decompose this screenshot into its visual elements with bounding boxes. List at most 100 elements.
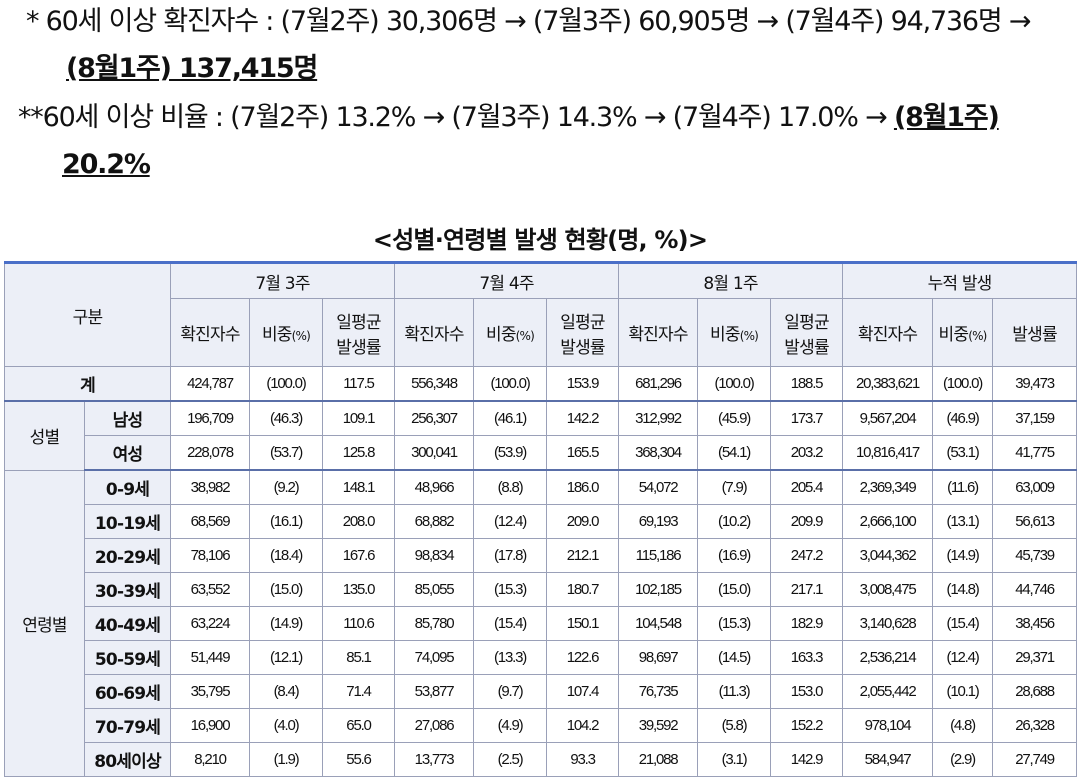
table-cell: 2,666,100 xyxy=(842,504,934,539)
table-cell: 63,552 xyxy=(170,572,250,607)
table-cell: 217.1 xyxy=(770,572,844,607)
table-cell: 153.0 xyxy=(770,674,844,709)
row-label: 80세이상 xyxy=(84,742,171,777)
row-label: 50-59세 xyxy=(84,640,171,675)
table-cell: (9.2) xyxy=(249,469,323,505)
table-cell: (53.7) xyxy=(249,435,323,471)
row-label: 60-69세 xyxy=(84,674,171,709)
table-cell: (14.5) xyxy=(697,640,772,675)
table-cell: 54,072 xyxy=(618,469,699,505)
table-cell: 63,009 xyxy=(992,469,1078,505)
table-cell: 38,456 xyxy=(992,606,1078,641)
table-cell: 68,569 xyxy=(170,504,250,539)
table-cell: 74,095 xyxy=(394,640,475,675)
row-label: 20-29세 xyxy=(84,538,171,573)
table-cell: 368,304 xyxy=(618,435,699,471)
table-cell: 115,186 xyxy=(618,538,699,573)
table-cell: 424,787 xyxy=(170,366,250,402)
table-cell: 312,992 xyxy=(618,400,699,436)
header-share: 비중(%) xyxy=(697,298,772,367)
table-cell: 180.7 xyxy=(546,572,620,607)
table-cell: 3,008,475 xyxy=(842,572,934,607)
table-cell: (8.4) xyxy=(249,674,323,709)
row-label: 70-79세 xyxy=(84,708,171,743)
table-cell: (15.0) xyxy=(249,572,323,607)
header-period-2: 7월 4주 xyxy=(394,261,620,299)
table-cell: 39,473 xyxy=(992,366,1078,402)
table-row: 10-19세 68,569 (16.1) 208.0 68,882 (12.4) 209.0… xyxy=(5,504,1078,539)
table-row: 60-69세 35,795 (8.4) 71.4 53,877 (9.7) 107.4 76,… xyxy=(5,674,1078,709)
note-1-emphasis: (8월1주) 137,415명 xyxy=(66,53,318,84)
table-cell: (9.7) xyxy=(473,674,548,709)
table-cell: 3,044,362 xyxy=(842,538,934,573)
table-cell: 163.3 xyxy=(770,640,844,675)
table-cell: 247.2 xyxy=(770,538,844,573)
table-cell: (2.5) xyxy=(473,742,548,777)
table-cell: (4.9) xyxy=(473,708,548,743)
note-2-emphasis-value: 20.2% xyxy=(62,149,151,180)
note-2-text: **60세 이상 비율 : (7월2주) 13.2% → (7월3주) 14.3… xyxy=(18,102,888,133)
note-line-1: * 60세 이상 확진자수 : (7월2주) 30,306명 → (7월3주) … xyxy=(26,5,1032,39)
table-cell: 153.9 xyxy=(546,366,620,402)
table-cell: 13,773 xyxy=(394,742,475,777)
table-cell: 167.6 xyxy=(321,538,396,573)
header-cases: 확진자수 xyxy=(170,298,250,367)
table-cell: (3.1) xyxy=(697,742,772,777)
header-cumulative: 누적 발생 xyxy=(842,261,1078,299)
table-cell: 93.3 xyxy=(546,742,620,777)
table-title: <성별·연령별 발생 현황(명, %)> xyxy=(372,226,708,254)
table-row: 성별 남성 196,709 (46.3) 109.1 256,307 (46.1) 142.2… xyxy=(4,400,1078,471)
table-cell: 71.4 xyxy=(321,674,396,709)
table-cell: 142.2 xyxy=(546,400,620,436)
table-cell: 39,592 xyxy=(618,708,699,743)
header-daily-rate: 일평균 발생률 xyxy=(546,298,620,367)
table-cell: 27,749 xyxy=(992,742,1078,777)
table-cell: (46.1) xyxy=(473,400,548,436)
table-cell: 135.0 xyxy=(321,572,396,607)
table-cell: (14.9) xyxy=(249,606,323,641)
table-cell: 41,775 xyxy=(992,435,1078,471)
table-cell: 55.6 xyxy=(321,742,396,777)
table-cell: (13.3) xyxy=(473,640,548,675)
header-share: 비중(%) xyxy=(932,298,994,367)
table-cell: (10.1) xyxy=(932,674,994,709)
table-cell: (100.0) xyxy=(697,366,772,402)
table-cell: 27,086 xyxy=(394,708,475,743)
table-cell: (5.8) xyxy=(697,708,772,743)
table-cell: (18.4) xyxy=(249,538,323,573)
table-cell: 186.0 xyxy=(546,469,620,505)
table-cell: 208.0 xyxy=(321,504,396,539)
table-cell: 48,966 xyxy=(394,469,475,505)
table-cell: (15.0) xyxy=(697,572,772,607)
table-cell: 173.7 xyxy=(770,400,844,436)
table-cell: 26,328 xyxy=(992,708,1078,743)
table-cell: 10,816,417 xyxy=(842,435,934,471)
table-cell: 56,613 xyxy=(992,504,1078,539)
table-row: 70-79세 16,900 (4.0) 65.0 27,086 (4.9) 104.2 39,… xyxy=(5,708,1078,743)
table-cell: 203.2 xyxy=(770,435,844,471)
row-label: 0-9세 xyxy=(84,469,171,505)
table-cell: (54.1) xyxy=(697,435,772,471)
row-label: 계 xyxy=(4,366,171,402)
table-cell: 117.5 xyxy=(321,366,396,402)
table-cell: 69,193 xyxy=(618,504,699,539)
table-cell: 20,383,621 xyxy=(842,366,934,402)
header-share: 비중(%) xyxy=(249,298,323,367)
cases-by-sex-age-table: 구분 7월 3주 7월 4주 8월 1주 누적 발생 확진자수 비중(%) 일평… xyxy=(4,261,1078,777)
note-line-1-continued: (8월1주) 137,415명 xyxy=(66,52,318,86)
note-line-2: **60세 이상 비율 : (7월2주) 13.2% → (7월3주) 14.3… xyxy=(18,101,1000,135)
table-cell: (1.9) xyxy=(249,742,323,777)
table-cell: 9,567,204 xyxy=(842,400,934,436)
table-row: 20-29세 78,106 (18.4) 167.6 98,834 (17.8) 212.1… xyxy=(5,538,1078,573)
table-cell: (13.1) xyxy=(932,504,994,539)
table-cell: (15.3) xyxy=(697,606,772,641)
row-label: 여성 xyxy=(84,435,171,471)
table-cell: 2,055,442 xyxy=(842,674,934,709)
table-cell: 122.6 xyxy=(546,640,620,675)
table-cell: 104.2 xyxy=(546,708,620,743)
table-cell: 3,140,628 xyxy=(842,606,934,641)
table-cell: (2.9) xyxy=(932,742,994,777)
header-cases: 확진자수 xyxy=(618,298,699,367)
header-category: 구분 xyxy=(4,261,171,367)
table-cell: 2,536,214 xyxy=(842,640,934,675)
